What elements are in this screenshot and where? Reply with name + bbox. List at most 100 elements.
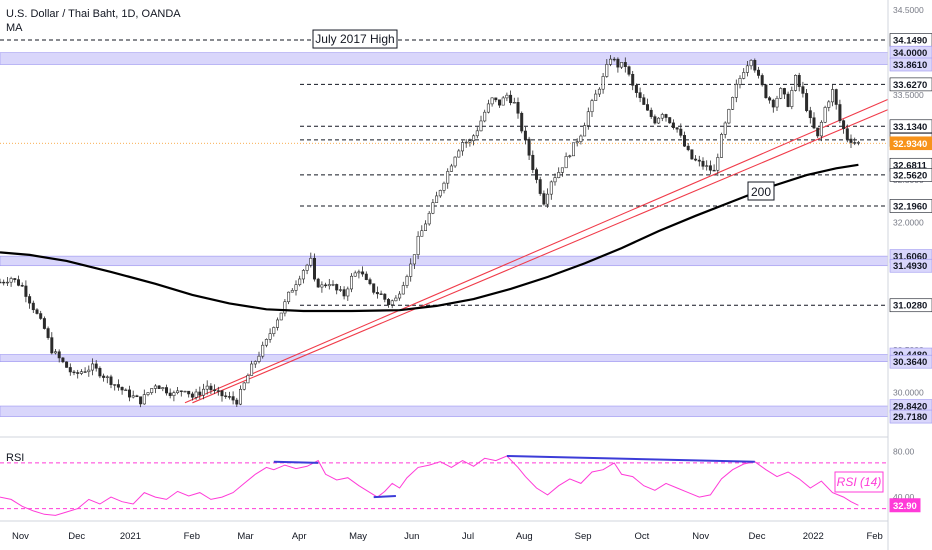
candle-body <box>734 84 738 98</box>
candle-body <box>479 120 483 132</box>
candle-body <box>775 97 779 108</box>
candle-body <box>146 392 150 395</box>
candle-body <box>76 372 80 374</box>
candle-body <box>816 127 820 137</box>
candle-body <box>516 102 520 114</box>
candle-body <box>649 109 653 117</box>
price-level-label: 34.1490 <box>893 36 927 47</box>
candle-body <box>723 122 727 135</box>
annotation-july-2017-high: July 2017 High <box>315 32 394 46</box>
time-axis-tick: Dec <box>68 531 85 542</box>
rsi-divergence-line <box>506 455 755 463</box>
candle-body <box>756 69 760 76</box>
support-resistance-zone <box>0 354 889 362</box>
time-axis-tick: Dec <box>749 531 766 542</box>
price-level-tag <box>889 77 932 92</box>
candle-body <box>475 130 479 137</box>
candle-body <box>805 93 809 111</box>
price-level-tag <box>889 258 932 273</box>
candle-body <box>834 89 838 105</box>
candle-body <box>797 75 801 87</box>
candle-body <box>520 112 524 132</box>
price-level-tag <box>889 409 932 424</box>
candle-body <box>708 165 712 171</box>
candle-body <box>845 128 849 140</box>
candle-body <box>165 387 169 394</box>
candle-body <box>216 390 220 392</box>
price-level-label: 33.6270 <box>893 80 927 91</box>
candle-body <box>220 390 224 397</box>
candle-body <box>853 142 857 144</box>
candle-body <box>423 223 427 231</box>
candle-body <box>57 351 61 359</box>
candle-body <box>401 285 405 295</box>
candle-body <box>564 156 568 169</box>
candle-body <box>653 116 657 124</box>
rsi-divergence-line <box>373 495 396 499</box>
price-level-label: 30.3640 <box>893 357 927 368</box>
candle-body <box>198 391 202 396</box>
candle-body <box>9 278 13 283</box>
candle-body <box>642 97 646 105</box>
candle-body <box>808 110 812 119</box>
price-level-label: 34.0000 <box>893 48 927 59</box>
candle-body <box>349 275 353 290</box>
candle-body <box>801 86 805 94</box>
candle-body <box>819 121 823 137</box>
candle-body <box>812 117 816 129</box>
candle-body <box>231 396 235 401</box>
candle-body <box>398 293 402 299</box>
candle-body <box>202 388 206 396</box>
candle-body <box>771 99 775 108</box>
candle-body <box>139 396 143 405</box>
candle-body <box>124 389 128 392</box>
candle-body <box>83 371 87 373</box>
price-level-tag <box>889 119 932 134</box>
price-level-tag <box>889 199 932 213</box>
candle-body <box>701 160 705 167</box>
rsi-value-tag <box>889 498 921 513</box>
candle-body <box>246 375 250 384</box>
chart-title: U.S. Dollar / Thai Baht, 1D, OANDA <box>6 8 181 20</box>
candle-body <box>287 291 291 303</box>
candle-body <box>357 271 361 274</box>
price-level-label: 29.8420 <box>893 402 927 413</box>
candle-body <box>368 279 372 285</box>
candle-body <box>420 230 424 237</box>
candle-body <box>394 297 398 302</box>
candle-body <box>290 290 294 293</box>
candle-body <box>61 357 65 363</box>
candle-body <box>753 60 757 71</box>
candle-body <box>486 103 490 113</box>
candle-body <box>616 58 620 68</box>
time-axis-tick: Oct <box>635 531 650 542</box>
candle-body <box>179 390 183 392</box>
candle-body <box>472 135 476 142</box>
candle-body <box>760 75 764 86</box>
time-axis-tick: Apr <box>292 531 307 542</box>
candle-body <box>694 158 698 161</box>
candle-body <box>150 388 154 393</box>
candle-body <box>128 389 132 398</box>
candle-body <box>46 328 50 338</box>
rsi-axis-tick: 80.00 <box>893 446 915 456</box>
candle-body <box>172 392 176 396</box>
candle-body <box>427 212 431 225</box>
candle-body <box>457 150 461 158</box>
candle-body <box>716 157 720 171</box>
candle-body <box>505 94 509 99</box>
candle-body <box>98 367 102 377</box>
candle-body <box>494 97 498 101</box>
candle-body <box>431 202 435 214</box>
candle-body <box>109 376 113 385</box>
candle-body <box>224 395 228 397</box>
candle-body <box>131 395 135 398</box>
candle-body <box>272 327 276 334</box>
candle-body <box>213 389 217 391</box>
candle-body <box>790 90 794 107</box>
candle-body <box>657 117 661 124</box>
price-axis-tick: 34.5000 <box>893 5 924 15</box>
candle-body <box>542 193 546 205</box>
candle-body <box>416 235 420 255</box>
